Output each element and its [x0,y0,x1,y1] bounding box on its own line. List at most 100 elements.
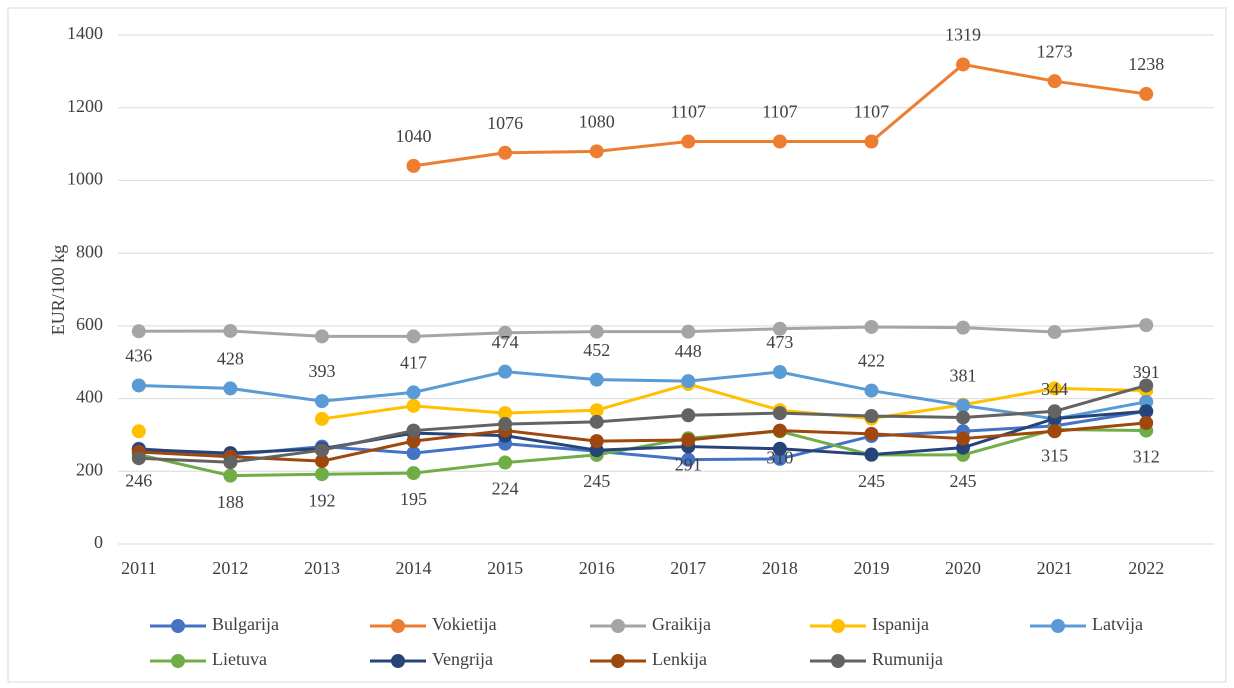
data-label: 1080 [579,111,615,131]
series-line [138,384,1147,464]
y-tick-label: 800 [76,241,103,261]
x-tick-label: 2015 [487,558,523,578]
legend-marker [1051,619,1065,633]
data-label: 291 [675,454,702,474]
x-tick-label: 2017 [670,558,706,578]
series-marker [498,145,513,160]
x-tick-label: 2012 [212,558,248,578]
series-line [138,427,1147,478]
series-marker [223,455,238,470]
legend-marker [831,619,845,633]
data-label: 1273 [1037,41,1073,61]
legend-label: Vengrija [432,649,493,669]
x-tick-label: 2021 [1037,558,1073,578]
data-label: 436 [125,346,152,366]
series-line [138,421,1147,463]
series-marker [406,466,421,481]
data-label: 474 [492,332,519,352]
x-tick-label: 2014 [396,558,432,578]
x-tick-label: 2022 [1128,558,1164,578]
series-marker [681,452,696,467]
legend-marker [831,654,845,668]
series-marker [864,383,879,398]
data-label: 422 [858,351,885,371]
x-tick-label: 2016 [579,558,615,578]
data-label: 310 [766,447,793,467]
data-label: 1238 [1128,54,1164,74]
legend-label: Ispanija [872,614,929,634]
series-marker [1139,404,1154,419]
legend-marker [171,654,185,668]
series-marker [681,374,696,389]
series-marker [498,325,513,340]
series-marker [772,365,787,380]
series-marker [1139,318,1154,333]
data-label: 245 [858,471,885,491]
series-marker [589,414,604,429]
y-tick-label: 1400 [67,23,103,43]
legend-label: Bulgarija [212,614,279,634]
legend-marker [611,619,625,633]
series-marker [1047,404,1062,419]
series-marker [589,372,604,387]
series-marker [223,468,238,483]
series-marker [498,455,513,470]
series-marker [314,411,329,426]
series-marker [681,408,696,423]
series-marker [956,320,971,335]
series-marker [1047,424,1062,439]
series-marker [1047,381,1062,396]
legend-label: Lietuva [212,649,267,669]
series-marker [772,441,787,456]
series-marker [589,144,604,159]
y-axis-title: EUR/100 kg [48,245,68,336]
series-marker [406,446,421,461]
series-marker [864,447,879,462]
data-label: 246 [125,471,152,491]
series-marker [1139,86,1154,101]
series-marker [956,57,971,72]
series-marker [864,319,879,334]
data-label: 393 [308,361,335,381]
data-label: 312 [1133,447,1160,467]
series-marker [406,329,421,344]
x-tick-label: 2018 [762,558,798,578]
series-marker [681,324,696,339]
data-label: 315 [1041,446,1068,466]
series-marker [223,381,238,396]
series-line [321,382,1147,421]
series-marker [772,134,787,149]
series-marker [772,321,787,336]
data-label: 1076 [487,113,523,133]
legend-marker [611,654,625,668]
data-label: 1319 [945,25,981,45]
series-marker [956,410,971,425]
data-label: 195 [400,489,427,509]
series-line [138,323,1147,338]
y-tick-label: 0 [94,532,103,552]
series-marker [223,323,238,338]
series-marker [406,385,421,400]
series-marker [589,324,604,339]
series-marker [772,423,787,438]
series-marker [131,424,146,439]
data-label: 245 [583,471,610,491]
series-marker [956,398,971,413]
data-label: 192 [308,490,335,510]
data-label: 391 [1133,362,1160,382]
series-marker [864,426,879,441]
series-marker [589,434,604,449]
series-marker [498,364,513,379]
series-marker [314,454,329,469]
y-tick-label: 400 [76,387,103,407]
legend-marker [171,619,185,633]
series-marker [406,423,421,438]
series-marker [1139,415,1154,430]
series-marker [131,378,146,393]
legend-label: Rumunija [872,649,943,669]
data-label: 1107 [762,102,797,122]
y-tick-label: 1000 [67,169,103,189]
legend-marker [391,619,405,633]
series-marker [1139,378,1154,393]
series-marker [589,403,604,418]
